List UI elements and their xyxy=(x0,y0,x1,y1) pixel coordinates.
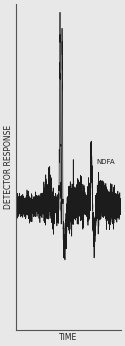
Text: NDFA: NDFA xyxy=(97,160,115,165)
X-axis label: TIME: TIME xyxy=(59,333,78,342)
Y-axis label: DETECTOR RESPONSE: DETECTOR RESPONSE xyxy=(4,125,13,209)
